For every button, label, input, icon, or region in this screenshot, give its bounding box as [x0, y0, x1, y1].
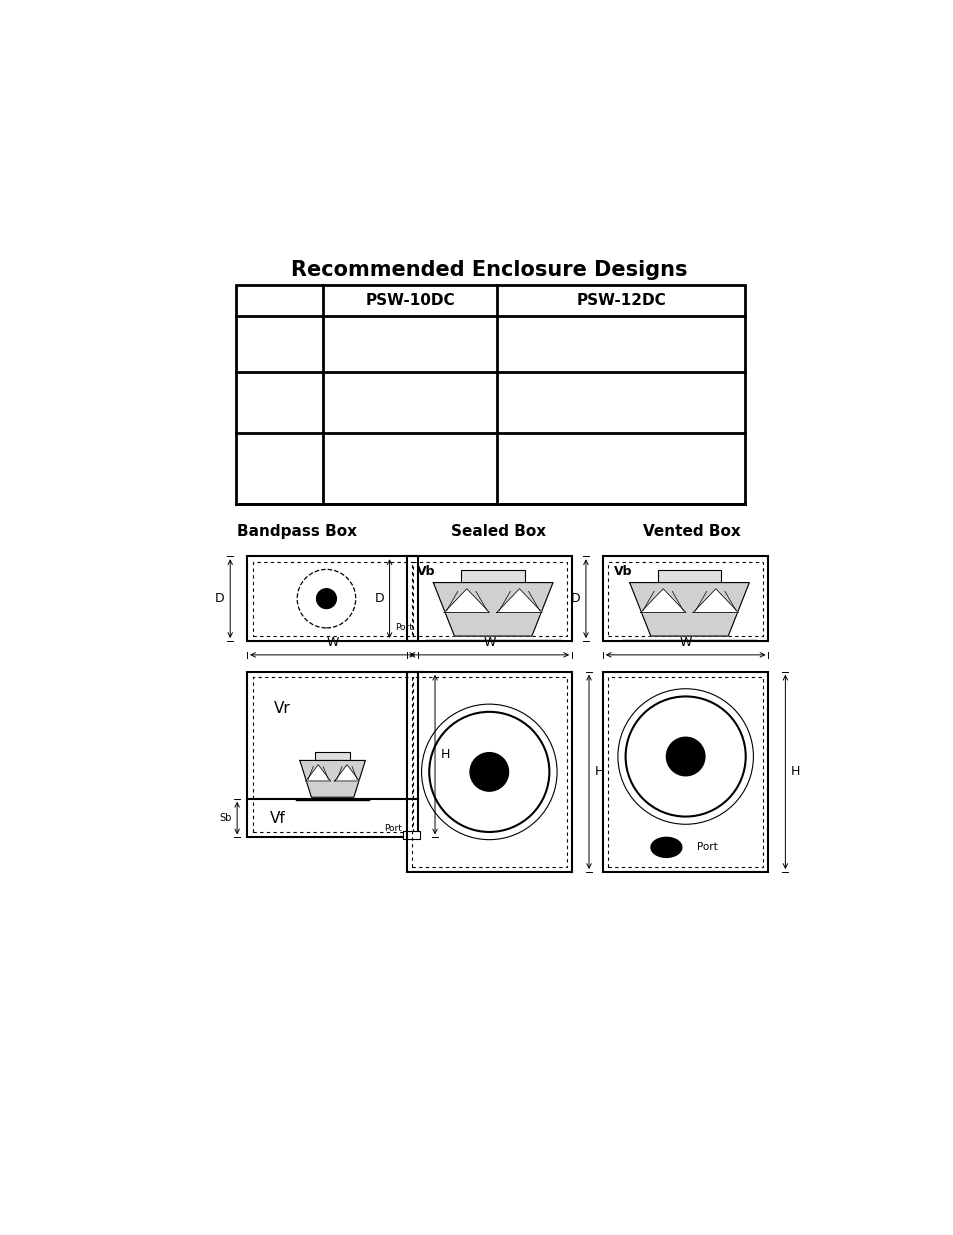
Circle shape [470, 752, 508, 792]
Text: Vf: Vf [270, 811, 286, 826]
Bar [402, 831, 419, 839]
Bar [658, 571, 720, 583]
Text: H: H [440, 748, 449, 761]
Text: D: D [375, 592, 384, 605]
Bar [608, 562, 762, 636]
Text: Vr: Vr [274, 701, 291, 716]
Bar [247, 556, 417, 641]
Text: Vented Box: Vented Box [642, 524, 740, 540]
Ellipse shape [650, 837, 681, 857]
Text: W: W [326, 636, 338, 648]
Bar [461, 571, 524, 583]
Bar [253, 562, 413, 636]
Text: PSW-12DC: PSW-12DC [576, 293, 665, 309]
Bar [602, 556, 767, 641]
Bar [406, 556, 572, 641]
Polygon shape [444, 589, 489, 613]
Text: Vb: Vb [613, 566, 632, 578]
Polygon shape [693, 589, 738, 613]
Bar [406, 672, 572, 872]
Polygon shape [299, 761, 365, 798]
Text: Port: Port [395, 622, 413, 631]
Text: Port: Port [384, 824, 402, 832]
Polygon shape [433, 583, 553, 636]
Text: H: H [594, 766, 603, 778]
Bar [235, 285, 744, 504]
Polygon shape [629, 583, 748, 636]
Text: Sealed Box: Sealed Box [451, 524, 546, 540]
Bar [412, 562, 566, 636]
Polygon shape [306, 764, 331, 781]
Text: W: W [679, 636, 691, 648]
Circle shape [666, 737, 704, 776]
Polygon shape [497, 589, 541, 613]
Polygon shape [335, 764, 359, 781]
Text: Port: Port [697, 842, 718, 852]
Bar [247, 672, 417, 837]
Text: Bandpass Box: Bandpass Box [237, 524, 356, 540]
Text: W: W [482, 636, 495, 648]
Text: PSW-10DC: PSW-10DC [365, 293, 455, 309]
Circle shape [316, 589, 336, 609]
Bar [608, 677, 762, 867]
Text: Sb: Sb [219, 813, 232, 823]
Polygon shape [639, 589, 685, 613]
Text: Recommended Enclosure Designs: Recommended Enclosure Designs [291, 259, 686, 280]
Bar [253, 677, 413, 832]
Text: D: D [570, 592, 580, 605]
Text: H: H [790, 766, 800, 778]
Bar [412, 677, 566, 867]
Text: Vb: Vb [416, 566, 436, 578]
Bar [314, 752, 350, 761]
Text: D: D [215, 592, 225, 605]
Bar [602, 672, 767, 872]
